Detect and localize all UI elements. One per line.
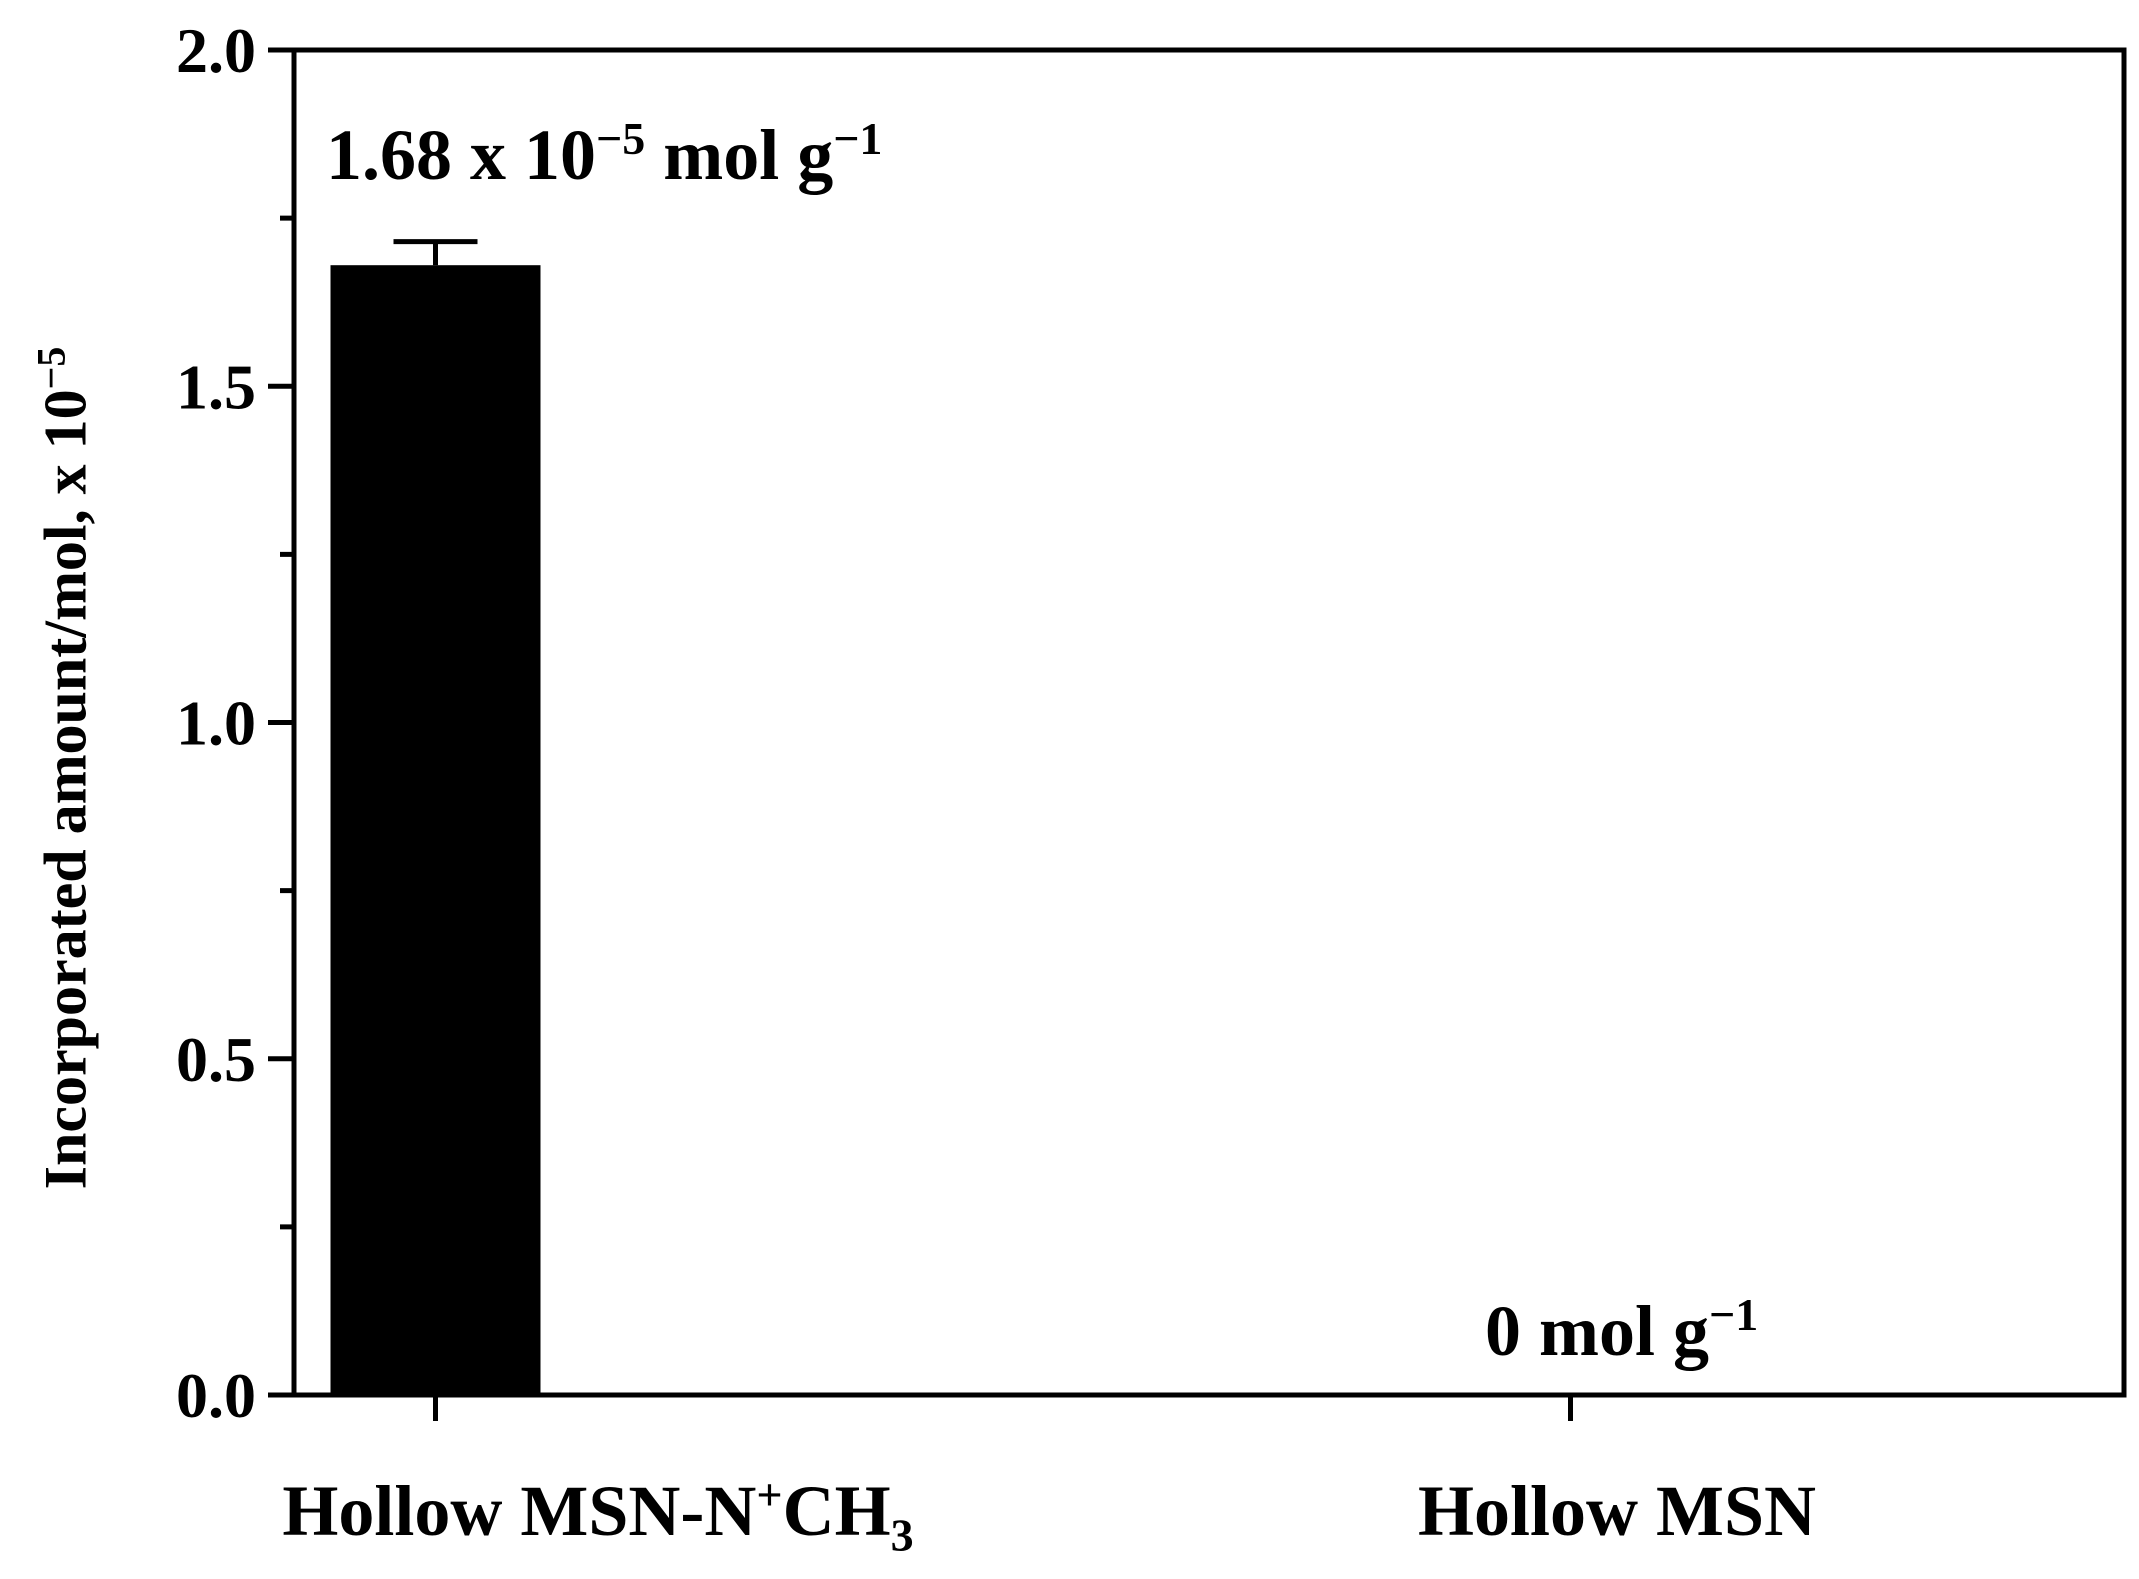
y-tick-label: 0.5 [176,1024,256,1095]
plot-frame [291,47,2127,1398]
y-axis: 0.0 0.5 1.0 1.5 2.0 [176,15,294,1431]
y-tick-label: 1.5 [176,351,256,422]
x-axis [433,1395,1573,1421]
bar-series [330,239,541,1396]
y-tick-label: 2.0 [176,15,256,86]
bar-0 [330,265,541,1396]
y-tick-label: 0.0 [176,1360,256,1431]
y-tick-label: 1.0 [176,688,256,759]
